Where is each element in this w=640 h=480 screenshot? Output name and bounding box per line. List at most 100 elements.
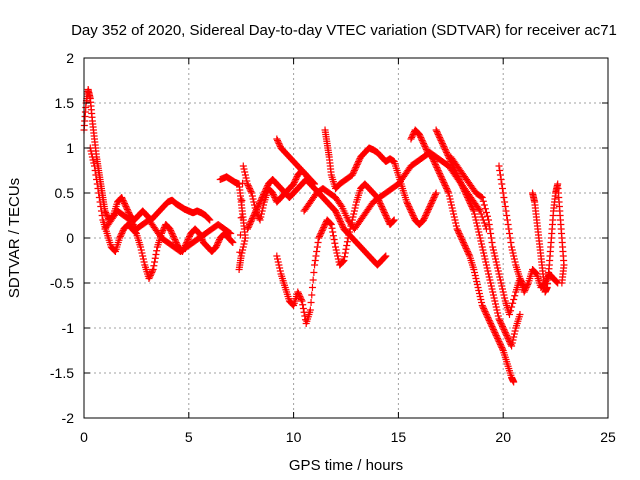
data-points (80, 86, 568, 386)
data-point (477, 210, 485, 218)
data-point (450, 210, 458, 218)
data-point (511, 327, 519, 335)
data-point (497, 320, 505, 327)
data-point (441, 180, 449, 188)
data-point (408, 209, 416, 216)
data-point (352, 164, 360, 171)
data-point (468, 204, 476, 212)
data-point (501, 294, 509, 302)
data-point (390, 216, 398, 224)
data-point (102, 209, 110, 216)
data-point (349, 170, 357, 177)
data-point (499, 324, 507, 332)
data-point (507, 341, 515, 348)
data-point (488, 239, 496, 246)
data-point (121, 201, 129, 209)
data-point (501, 327, 509, 335)
data-point (344, 234, 352, 242)
data-point (450, 213, 458, 221)
data-point (244, 224, 252, 231)
data-point (508, 243, 516, 251)
data-point (168, 230, 176, 237)
data-point (487, 321, 495, 329)
data-point (507, 307, 515, 315)
data-point (403, 200, 411, 207)
data-point (476, 293, 484, 300)
data-point (470, 266, 478, 273)
data-point (464, 249, 472, 257)
data-point (465, 251, 473, 258)
data-point (489, 326, 497, 333)
data-point (490, 327, 498, 335)
data-point (125, 209, 133, 216)
data-point (475, 231, 483, 239)
data-point (462, 191, 470, 198)
data-point (481, 205, 489, 213)
data-point (97, 203, 105, 210)
data-point (315, 234, 323, 242)
data-point (502, 330, 510, 338)
data-point (490, 249, 498, 257)
data-point (509, 336, 517, 344)
data-point (148, 269, 156, 276)
data-point (434, 167, 442, 174)
x-tick-label: 5 (185, 429, 193, 445)
data-point (271, 194, 279, 201)
data-point (456, 177, 464, 185)
data-point (427, 200, 435, 207)
data-point (497, 342, 505, 350)
data-point (499, 285, 507, 293)
data-point (499, 189, 507, 197)
data-point (497, 279, 505, 287)
data-point (213, 242, 221, 249)
data-point (447, 198, 455, 206)
data-point (382, 252, 390, 260)
data-point (487, 230, 495, 237)
data-point (459, 237, 467, 245)
data-point (499, 323, 507, 330)
data-point (485, 273, 493, 281)
data-point (270, 192, 278, 200)
data-point (501, 329, 509, 336)
x-axis-ticks: 0 5 10 15 20 25 (80, 58, 616, 445)
data-point (166, 225, 174, 233)
data-point (336, 218, 344, 225)
data-point (338, 221, 346, 228)
data-point (427, 201, 435, 209)
data-point (260, 189, 268, 197)
data-point (262, 185, 270, 192)
data-point (497, 176, 505, 183)
data-point (431, 159, 439, 167)
data-point (146, 272, 154, 279)
data-point (140, 258, 148, 266)
data-point (146, 273, 154, 281)
data-point (341, 249, 349, 257)
data-point (441, 182, 449, 189)
data-point (438, 174, 446, 182)
y-axis-label: SDTVAR / TECUs (6, 178, 23, 298)
data-point (483, 312, 491, 320)
y-tick-label: 1 (66, 140, 74, 156)
data-point (243, 225, 251, 233)
data-point (289, 301, 297, 309)
data-point (492, 330, 500, 338)
data-point (118, 195, 126, 203)
data-point (491, 252, 499, 260)
data-point (470, 207, 478, 215)
data-point (523, 282, 531, 290)
data-point (558, 279, 566, 287)
y-tick-label: 0 (66, 230, 74, 246)
data-point (491, 297, 499, 305)
data-point (481, 222, 489, 230)
data-point (461, 188, 469, 195)
data-point (405, 203, 413, 210)
data-point (307, 299, 315, 306)
data-point (297, 294, 305, 302)
data-point (475, 228, 483, 236)
data-point (171, 236, 179, 243)
data-point (382, 212, 390, 219)
data-point (489, 291, 497, 299)
data-point (492, 300, 500, 308)
series-trace-3 (101, 207, 235, 255)
data-point (494, 264, 502, 272)
